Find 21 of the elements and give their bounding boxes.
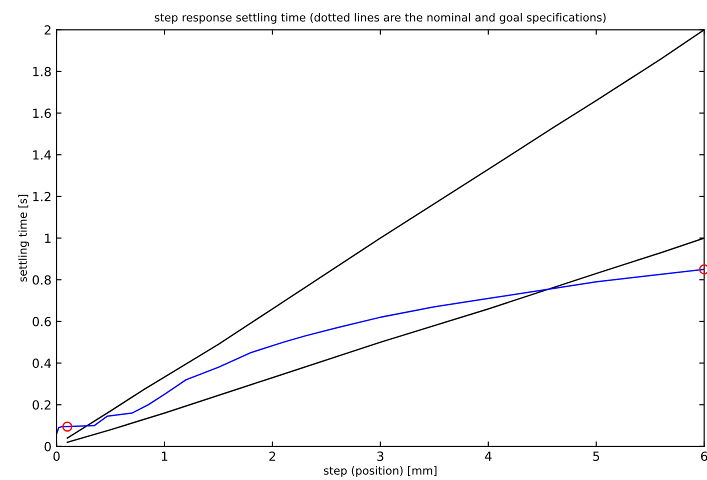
y-tick-label: 0.4 [32, 358, 51, 368]
y-tick-label: 1.2 [33, 192, 50, 202]
x-axis-title: step (position) [mm] [324, 466, 436, 477]
y-tick-label: 0.2 [32, 400, 50, 410]
chart-title: step response settling time (dotted lines are the nominal and goal specifications) [154, 12, 606, 24]
x-tick-label: 3 [377, 451, 384, 461]
x-tick-label: 4 [484, 452, 492, 461]
y-tick-label: 1.8 [33, 66, 51, 76]
y-axis-title: settling time [s] [18, 194, 30, 282]
y-tick-label: 2 [44, 25, 50, 35]
y-tick-label: 1 [45, 234, 51, 243]
y-tick-label: 0.6 [32, 316, 51, 326]
x-tick-label: 0 [53, 451, 60, 461]
x-tick-label: 6 [701, 451, 707, 461]
x-tick-label: 5 [593, 452, 600, 461]
y-tick-label: 1.6 [33, 108, 51, 118]
y-tick-label: 0.8 [32, 275, 51, 285]
x-tick-label: 2 [269, 451, 276, 461]
y-tick-label: 1.4 [33, 150, 51, 160]
x-tick-label: 1 [162, 452, 168, 461]
y-tick-label: 0 [44, 442, 51, 452]
